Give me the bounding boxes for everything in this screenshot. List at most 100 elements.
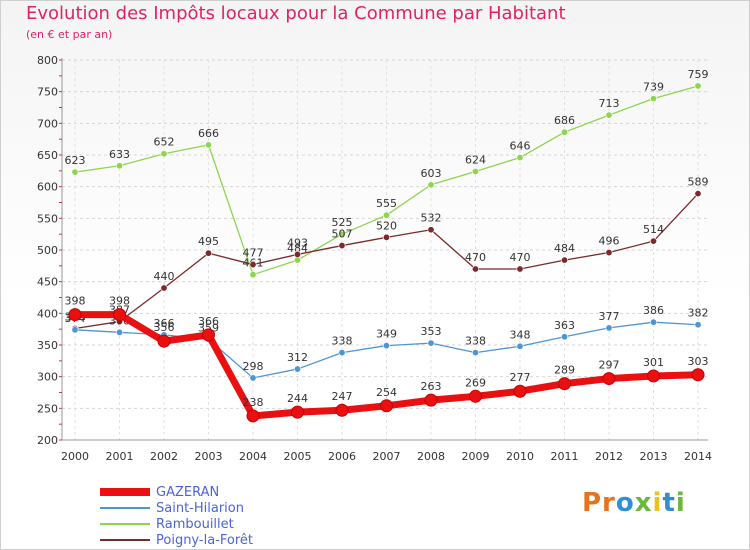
data-point — [605, 324, 613, 332]
data-label: 353 — [421, 325, 442, 338]
data-point — [649, 95, 657, 103]
data-label: 532 — [421, 212, 442, 225]
data-label: 525 — [332, 216, 353, 229]
data-point — [380, 399, 393, 413]
data-point — [249, 271, 257, 279]
y-tick-label: 400 — [37, 307, 58, 320]
x-tick-label: 2000 — [61, 450, 89, 463]
data-label: 470 — [510, 251, 531, 264]
data-point — [427, 339, 435, 347]
data-label: 312 — [287, 351, 308, 364]
data-point — [382, 342, 390, 350]
data-label: 759 — [688, 68, 709, 81]
data-label: 363 — [554, 319, 575, 332]
data-label: 398 — [65, 295, 86, 308]
data-label: 652 — [154, 136, 175, 149]
data-label: 269 — [465, 376, 486, 389]
data-label: 555 — [376, 197, 397, 210]
data-label: 484 — [554, 242, 575, 255]
data-label: 440 — [154, 270, 175, 283]
x-tick-label: 2004 — [239, 450, 267, 463]
data-point — [202, 328, 215, 342]
data-label: 297 — [599, 359, 620, 372]
data-point — [560, 128, 568, 136]
data-label: 303 — [688, 355, 709, 368]
data-label: 254 — [376, 386, 397, 399]
data-label: 247 — [332, 390, 353, 403]
data-point — [160, 150, 168, 158]
data-label: 338 — [332, 335, 353, 348]
data-point — [469, 389, 482, 403]
x-tick-label: 2011 — [551, 450, 579, 463]
data-label: 624 — [465, 153, 486, 166]
x-tick-label: 2002 — [150, 450, 178, 463]
data-point — [68, 308, 82, 322]
x-tick-label: 2012 — [595, 450, 623, 463]
data-label: 739 — [643, 81, 664, 94]
data-label: 493 — [287, 236, 308, 249]
legend-item: Rambouillet — [100, 516, 253, 532]
legend: GAZERAN Saint-Hilarion Rambouillet Poigny-l… — [100, 484, 253, 548]
data-point — [649, 237, 657, 245]
data-point — [293, 250, 301, 258]
data-point — [602, 372, 616, 386]
x-tick-label: 2003 — [195, 450, 223, 463]
data-point — [605, 249, 613, 257]
legend-swatch — [100, 507, 150, 509]
data-label: 470 — [465, 251, 486, 264]
data-label: 477 — [243, 247, 264, 260]
data-point — [157, 334, 171, 348]
data-label: 356 — [154, 321, 175, 334]
data-label: 589 — [688, 176, 709, 189]
x-tick-label: 2005 — [284, 450, 312, 463]
y-tick-label: 650 — [37, 149, 58, 162]
data-label: 244 — [287, 392, 308, 405]
data-point — [113, 308, 126, 322]
data-point — [335, 403, 349, 417]
data-label: 366 — [154, 317, 175, 330]
y-tick-label: 200 — [37, 434, 58, 447]
data-label: 507 — [332, 228, 353, 241]
data-label: 623 — [65, 154, 86, 167]
data-point — [560, 256, 568, 264]
data-point — [71, 168, 79, 176]
data-point — [471, 349, 479, 357]
legend-label: Saint-Hilarion — [156, 500, 244, 516]
data-label: 514 — [643, 223, 664, 236]
data-point — [293, 365, 301, 373]
data-label: 666 — [198, 127, 219, 140]
data-point — [160, 284, 168, 292]
data-point — [516, 154, 524, 162]
data-point — [338, 230, 346, 238]
chart-subtitle: (en € et par an) — [26, 28, 113, 41]
data-point — [246, 409, 260, 423]
data-label: 520 — [376, 219, 397, 232]
data-point — [71, 326, 79, 334]
data-point — [338, 242, 346, 250]
data-label: 603 — [421, 167, 442, 180]
y-tick-label: 250 — [37, 402, 58, 415]
x-tick-label: 2010 — [506, 450, 534, 463]
legend-item: Poigny-la-Forêt — [100, 532, 253, 548]
data-label: 338 — [465, 335, 486, 348]
x-tick-label: 2008 — [417, 450, 445, 463]
data-label: 366 — [198, 315, 219, 328]
data-label: 686 — [554, 114, 575, 127]
data-label: 646 — [510, 140, 531, 153]
legend-swatch — [100, 539, 150, 541]
data-point — [694, 321, 702, 329]
legend-swatch — [100, 488, 150, 496]
data-label: 377 — [599, 310, 620, 323]
data-point — [471, 265, 479, 273]
data-point — [516, 265, 524, 273]
data-label: 263 — [421, 380, 442, 393]
data-label: 298 — [243, 360, 264, 373]
legend-item: Saint-Hilarion — [100, 500, 253, 516]
data-point — [116, 162, 124, 170]
data-label: 348 — [510, 328, 531, 341]
data-point — [694, 190, 702, 198]
legend-item: GAZERAN — [100, 484, 253, 500]
data-point — [116, 328, 124, 336]
data-label: 633 — [109, 148, 130, 161]
